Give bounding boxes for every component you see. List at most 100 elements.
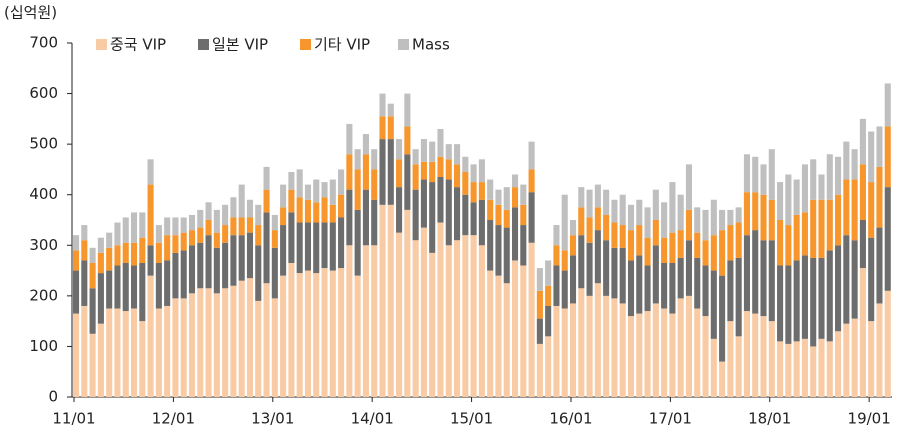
y-tick-label: 300 — [29, 236, 58, 254]
bar-segment — [188, 214, 196, 231]
bar-segment — [545, 336, 552, 397]
bar-segment — [810, 346, 817, 397]
bar-segment — [371, 169, 378, 200]
bar-segment — [785, 343, 792, 397]
bar-segment — [97, 323, 104, 397]
bar-segment — [843, 235, 850, 324]
bar-segment — [73, 270, 80, 314]
bar-segment — [255, 204, 262, 226]
bar-segment — [553, 265, 560, 306]
bar-segment — [644, 265, 651, 312]
bar-segment — [429, 161, 436, 183]
bar-segment — [627, 204, 635, 231]
bar-segment — [677, 257, 684, 299]
bar-segment — [644, 311, 651, 397]
bar-segment — [727, 260, 734, 322]
bar-segment — [536, 290, 543, 319]
bar-segment — [213, 293, 220, 397]
bar-segment — [205, 220, 212, 236]
bar-segment — [255, 245, 262, 301]
bar-segment — [106, 232, 113, 248]
bar-segment — [97, 252, 104, 274]
bar-segment — [321, 182, 328, 198]
legend-label: 기타 VIP — [314, 36, 370, 54]
bar-segment — [611, 247, 618, 299]
bar-segment — [172, 252, 179, 299]
bar-segment — [130, 265, 138, 309]
x-tick-label: 15/01 — [450, 410, 493, 428]
legend-swatch — [198, 39, 209, 50]
bar-segment — [818, 174, 825, 200]
bar-segment — [851, 179, 858, 241]
bar-segment — [445, 245, 452, 397]
bar-segment — [528, 242, 535, 397]
bar-segment — [719, 361, 726, 397]
bar-segment — [396, 159, 403, 188]
bar-segment — [752, 313, 759, 397]
bar-segment — [743, 235, 750, 312]
bar-segment — [81, 225, 88, 241]
bar-segment — [578, 235, 585, 289]
bar-segment — [280, 275, 287, 397]
bar-segment — [677, 230, 684, 258]
bar-segment — [569, 255, 577, 304]
bar-segment — [188, 245, 196, 294]
bar-segment — [379, 204, 386, 397]
legend-swatch — [398, 39, 409, 50]
bar-segment — [818, 199, 825, 258]
bar-segment — [478, 199, 485, 246]
y-tick-label: 600 — [29, 84, 58, 102]
bar-segment — [785, 265, 792, 344]
bar-segment — [619, 225, 626, 248]
bar-segment — [503, 227, 510, 284]
bar-segment — [851, 318, 858, 397]
bar-segment — [636, 225, 643, 256]
bar-segment — [835, 194, 842, 246]
bar-segment — [296, 169, 303, 198]
bar-segment — [702, 240, 709, 266]
bar-segment — [454, 164, 461, 188]
bar-segment — [652, 189, 659, 220]
bar-segment — [106, 308, 113, 397]
x-tick-label: 13/01 — [251, 410, 294, 428]
bar-segment — [73, 250, 80, 271]
bar-segment — [188, 293, 196, 397]
bar-segment — [172, 298, 179, 397]
bar-segment — [354, 169, 361, 210]
bar-segment — [652, 245, 659, 304]
bar-segment — [685, 295, 693, 397]
bar-segment — [329, 270, 336, 397]
bar-segment — [594, 230, 601, 284]
bar-segment — [777, 220, 784, 266]
bar-segment — [338, 194, 345, 218]
bar-segment — [586, 217, 593, 243]
bar-segment — [495, 275, 502, 397]
bar-segment — [793, 260, 800, 342]
bar-segment — [470, 164, 477, 183]
bar-segment — [445, 159, 452, 180]
bar-segment — [636, 199, 643, 226]
bar-segment — [735, 207, 742, 223]
bar-segment — [511, 174, 519, 188]
bar-segment — [578, 288, 585, 397]
bar-segment — [197, 242, 204, 289]
bar-segment — [777, 182, 784, 220]
bar-segment — [876, 227, 883, 304]
bar-segment — [810, 257, 817, 347]
bar-segment — [338, 217, 345, 269]
bar-segment — [760, 316, 767, 397]
unit-label: (십억원) — [4, 4, 57, 22]
bar-segment — [868, 237, 875, 322]
bar-segment — [420, 139, 427, 162]
y-tick-label: 200 — [29, 286, 58, 304]
bar-segment — [222, 225, 229, 243]
bar-segment — [106, 270, 113, 309]
bar-segment — [876, 303, 883, 397]
y-tick-label: 500 — [29, 135, 58, 153]
bar-segment — [835, 331, 842, 397]
bar-segment — [222, 242, 229, 289]
bar-segment — [338, 268, 345, 397]
bar-segment — [454, 187, 461, 241]
bar-segment — [89, 288, 96, 334]
bar-segment — [868, 321, 875, 397]
